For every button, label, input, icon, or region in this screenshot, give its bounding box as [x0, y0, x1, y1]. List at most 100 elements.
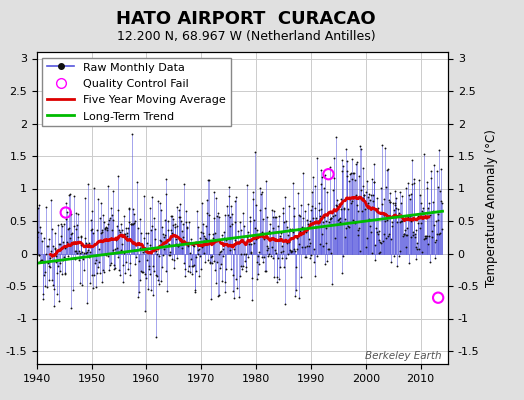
Point: [268, 207, 276, 214]
Point: [59, 221, 68, 227]
Point: [309, 214, 317, 221]
Point: [202, 236, 210, 243]
Point: [174, 243, 182, 249]
Point: [180, 181, 189, 188]
Point: [199, 250, 208, 257]
Point: [288, 248, 297, 254]
Point: [343, 173, 352, 179]
Point: [156, 278, 165, 284]
Point: [207, 296, 215, 302]
Point: [217, 261, 225, 268]
Point: [88, 208, 96, 215]
Point: [196, 266, 205, 272]
Point: [53, 263, 62, 269]
Point: [221, 212, 230, 218]
Point: [282, 239, 291, 246]
Point: [124, 224, 132, 231]
Point: [414, 212, 422, 219]
Point: [74, 211, 82, 217]
Point: [381, 218, 390, 224]
Point: [115, 227, 123, 233]
Point: [249, 188, 257, 195]
Point: [208, 260, 216, 266]
Point: [363, 194, 372, 201]
Point: [52, 253, 60, 260]
Point: [293, 235, 301, 242]
Point: [129, 206, 137, 212]
Point: [127, 221, 136, 227]
Point: [90, 272, 99, 278]
Point: [93, 227, 102, 233]
Point: [166, 252, 174, 258]
Point: [75, 250, 84, 256]
Point: [162, 268, 170, 274]
Point: [294, 226, 302, 233]
Point: [428, 228, 436, 234]
Point: [93, 270, 101, 276]
Point: [122, 224, 130, 231]
Point: [390, 200, 399, 207]
Point: [119, 249, 128, 256]
Point: [94, 264, 102, 271]
Point: [328, 281, 336, 287]
Point: [223, 241, 232, 248]
Point: [435, 230, 444, 236]
Point: [188, 270, 196, 277]
Point: [220, 229, 228, 235]
Point: [196, 235, 204, 242]
Point: [95, 259, 103, 266]
Point: [177, 245, 185, 251]
Point: [63, 239, 71, 245]
Point: [231, 198, 239, 204]
Point: [79, 255, 87, 262]
Point: [417, 220, 425, 226]
Point: [112, 237, 121, 243]
Point: [37, 257, 46, 263]
Point: [417, 249, 425, 255]
Point: [303, 220, 312, 227]
Point: [106, 262, 114, 268]
Point: [182, 219, 190, 225]
Point: [183, 243, 192, 249]
Point: [96, 270, 104, 276]
Point: [305, 236, 313, 242]
Point: [81, 235, 89, 242]
Point: [212, 194, 221, 201]
Point: [148, 223, 157, 229]
Point: [113, 222, 121, 229]
Point: [32, 234, 41, 240]
Point: [218, 278, 226, 284]
Point: [359, 164, 368, 171]
Point: [250, 217, 258, 224]
Point: [214, 210, 222, 216]
Point: [127, 221, 135, 227]
Point: [108, 217, 117, 223]
Point: [200, 238, 209, 244]
Point: [324, 246, 332, 252]
Point: [118, 241, 126, 247]
Point: [67, 210, 75, 217]
Point: [213, 213, 221, 219]
Point: [183, 225, 191, 231]
Point: [266, 221, 274, 227]
Point: [300, 244, 309, 250]
Point: [279, 248, 287, 254]
Point: [281, 255, 290, 262]
Point: [429, 208, 437, 214]
Point: [384, 233, 392, 239]
Point: [111, 245, 119, 252]
Point: [173, 254, 181, 261]
Point: [352, 192, 361, 198]
Point: [342, 146, 350, 152]
Point: [173, 223, 182, 229]
Point: [131, 218, 139, 225]
Point: [344, 206, 353, 212]
Point: [134, 225, 143, 232]
Point: [380, 231, 388, 237]
Point: [137, 230, 146, 236]
Point: [132, 247, 140, 253]
Point: [130, 247, 139, 253]
Point: [256, 185, 264, 192]
Point: [362, 244, 370, 250]
Point: [59, 239, 68, 245]
